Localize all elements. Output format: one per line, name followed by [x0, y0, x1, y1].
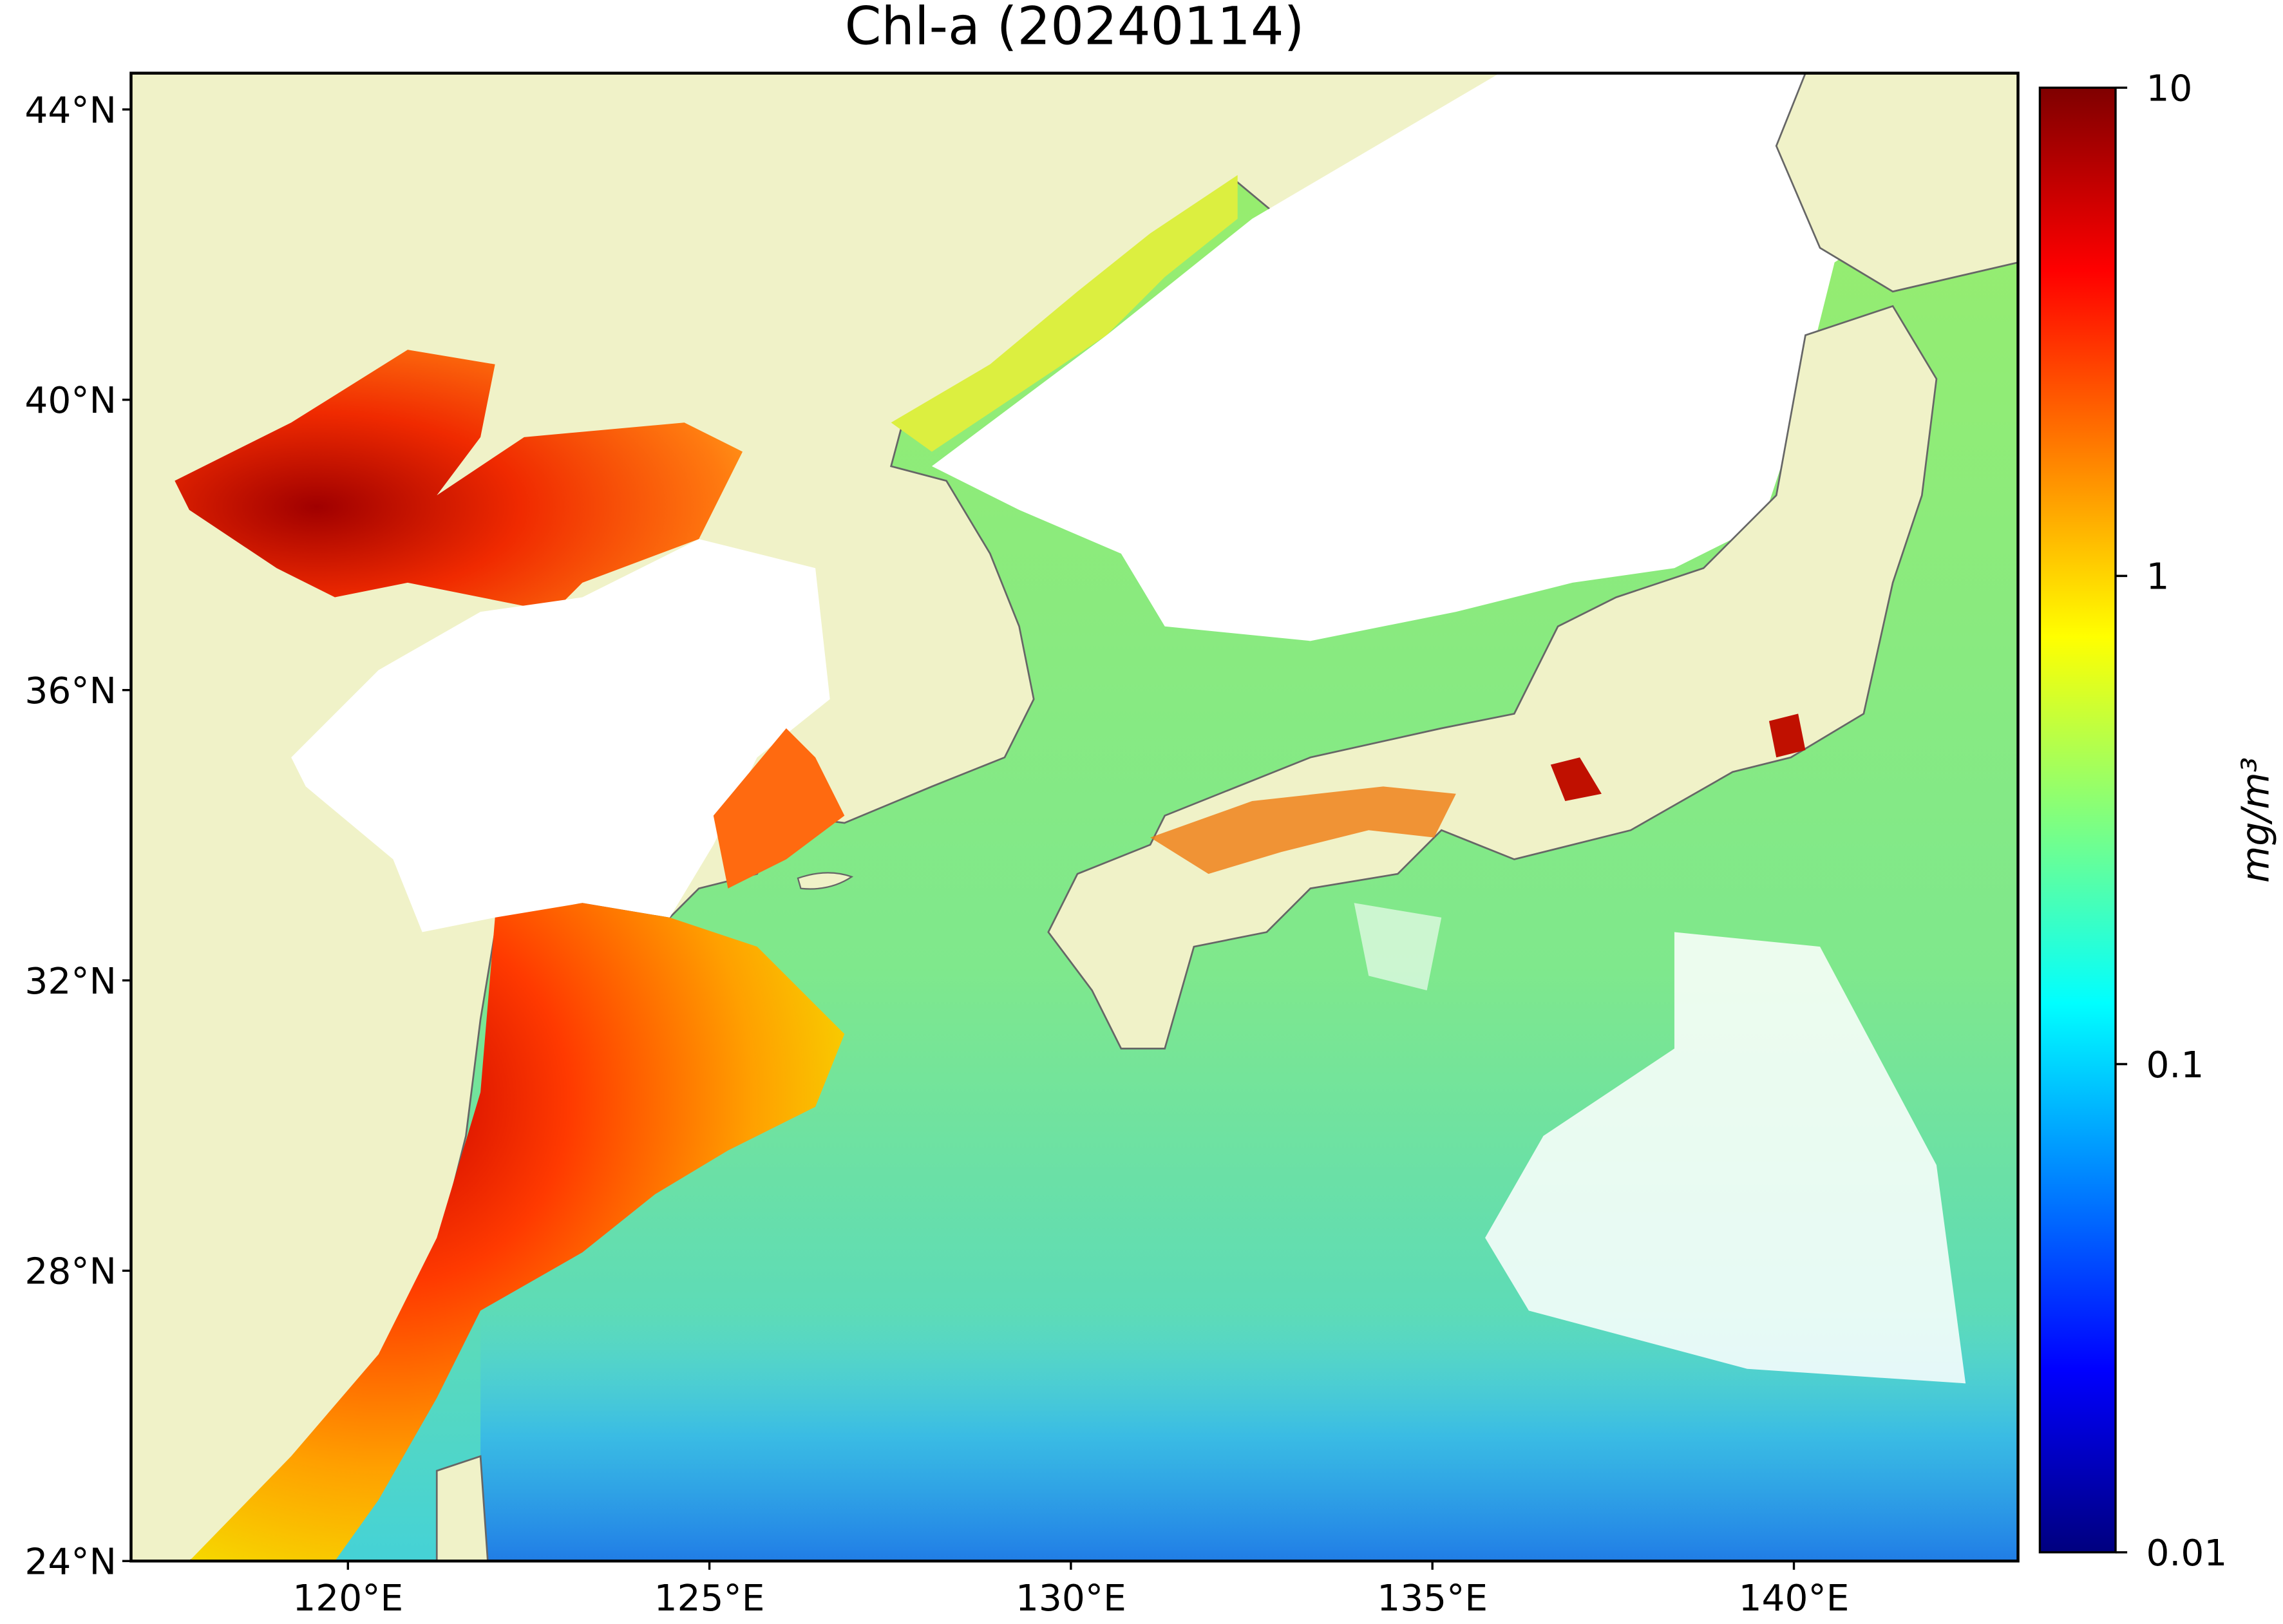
land-japan	[1047, 305, 1938, 1050]
map-area	[131, 73, 2018, 1562]
bohai-high-chl	[175, 350, 743, 612]
colorbar-tick-label: 1	[2146, 556, 2169, 598]
ticks: 120°E 125°E 130°E 135°E 140°E 24°N 28°N 32°N 36°…	[24, 68, 2227, 1619]
plot-frame	[129, 71, 2020, 1563]
x-tick-label: 120°E	[292, 1578, 403, 1619]
cloud	[1354, 903, 1442, 990]
map-title: Chl-a (20240114)	[845, 0, 1305, 57]
cloud	[291, 539, 830, 932]
cloud	[931, 73, 1922, 641]
y-tick-label: 32°N	[24, 961, 116, 1003]
y-tick-label: 24°N	[24, 1542, 116, 1583]
colorbar-label: mg/m³	[2233, 757, 2277, 883]
coastal-high-chl	[1550, 757, 1602, 802]
colorbar-tick-label: 0.1	[2146, 1044, 2204, 1086]
coastal-high-chl	[1768, 713, 1806, 758]
y-tick-label: 28°N	[24, 1251, 116, 1293]
land-taiwan	[435, 1455, 489, 1562]
x-tick-label: 130°E	[1016, 1578, 1126, 1619]
island	[797, 872, 854, 890]
colorbar-tick-label: 0.01	[2146, 1533, 2227, 1574]
land-hokkaido	[1775, 73, 2018, 293]
y-tick-label: 44°N	[24, 90, 116, 131]
x-tick-label: 140°E	[1739, 1578, 1850, 1619]
y-tick-label: 36°N	[24, 670, 116, 712]
x-tick-label: 135°E	[1377, 1578, 1488, 1619]
colorbar	[2038, 86, 2117, 1554]
coastal-high-chl	[713, 728, 845, 889]
plume-high-chl	[189, 903, 845, 1562]
y-tick-label: 40°N	[24, 380, 116, 422]
cloud	[1485, 932, 1966, 1384]
coastal-high-chl	[1150, 786, 1456, 874]
colorbar-tick-label: 10	[2146, 68, 2192, 110]
x-tick-label: 125°E	[654, 1578, 765, 1619]
coastal-chl	[891, 175, 1238, 452]
